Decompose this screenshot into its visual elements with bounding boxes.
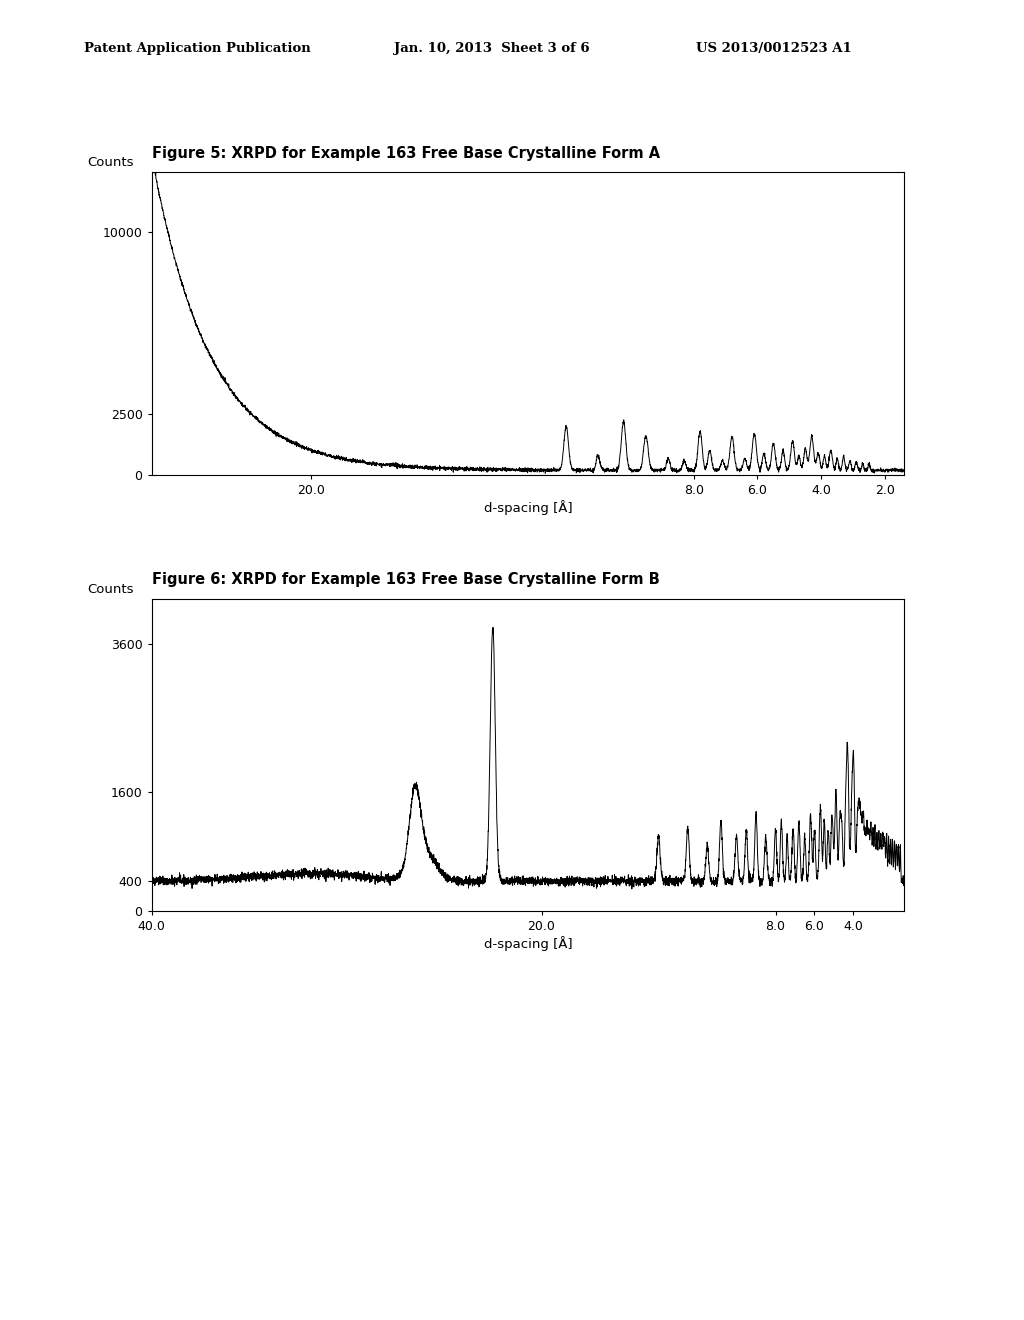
X-axis label: d-spacing [Å]: d-spacing [Å] bbox=[483, 500, 572, 515]
Text: Counts: Counts bbox=[88, 156, 134, 169]
X-axis label: d-spacing [Å]: d-spacing [Å] bbox=[483, 936, 572, 950]
Text: Patent Application Publication: Patent Application Publication bbox=[84, 42, 310, 55]
Text: Figure 6: XRPD for Example 163 Free Base Crystalline Form B: Figure 6: XRPD for Example 163 Free Base… bbox=[152, 573, 659, 587]
Text: Figure 5: XRPD for Example 163 Free Base Crystalline Form A: Figure 5: XRPD for Example 163 Free Base… bbox=[152, 147, 659, 161]
Text: Jan. 10, 2013  Sheet 3 of 6: Jan. 10, 2013 Sheet 3 of 6 bbox=[394, 42, 590, 55]
Text: US 2013/0012523 A1: US 2013/0012523 A1 bbox=[696, 42, 852, 55]
Text: Counts: Counts bbox=[88, 583, 134, 597]
